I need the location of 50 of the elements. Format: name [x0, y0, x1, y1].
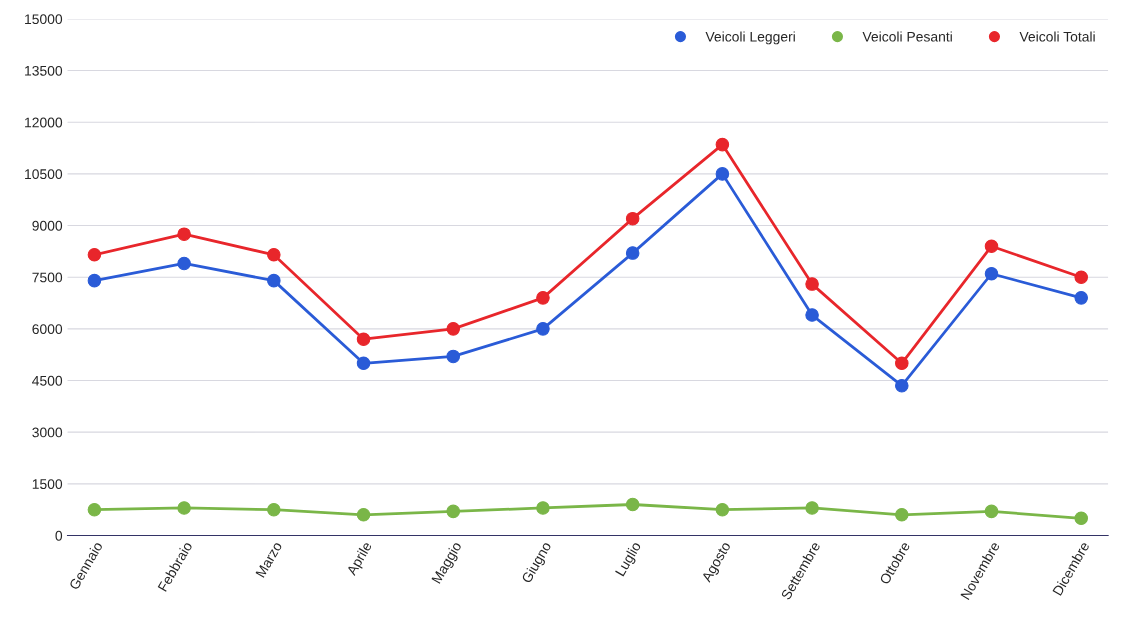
- point: [177, 227, 191, 241]
- point: [536, 322, 550, 336]
- y-tick-label: 0: [55, 530, 63, 541]
- point: [177, 501, 191, 515]
- point: [805, 501, 819, 515]
- point: [715, 137, 730, 152]
- point: [1074, 511, 1088, 526]
- point: [1074, 291, 1088, 305]
- y-tick-label: 15000: [25, 14, 63, 25]
- point: [446, 322, 461, 336]
- point: [625, 211, 640, 226]
- y-tick-label: 12000: [25, 117, 63, 128]
- y-tick-label: 4500: [32, 375, 63, 386]
- point: [1074, 270, 1088, 284]
- point: [536, 501, 550, 515]
- point: [715, 502, 730, 517]
- y-tick-label: 10500: [25, 169, 63, 180]
- point: [446, 504, 461, 519]
- y-tick-label: 13500: [25, 65, 63, 76]
- point: [984, 266, 999, 281]
- y-tick-label: 1500: [32, 479, 63, 490]
- point: [536, 291, 550, 305]
- y-tick-label: 7500: [32, 272, 63, 283]
- y-tick-label: 3000: [32, 427, 63, 438]
- point: [267, 273, 281, 288]
- point: [177, 256, 191, 271]
- point: [984, 504, 999, 519]
- point: [715, 167, 730, 181]
- point: [446, 349, 461, 364]
- point: [267, 502, 281, 517]
- point: [356, 332, 371, 346]
- point: [895, 378, 909, 393]
- point: [625, 497, 640, 512]
- point: [356, 508, 371, 522]
- legend-label: Veicoli Totali: [1019, 31, 1095, 42]
- legend-label: Veicoli Pesanti: [862, 31, 952, 42]
- point: [895, 508, 909, 522]
- y-tick-label: 9000: [32, 220, 63, 231]
- point: [625, 246, 640, 260]
- point: [87, 502, 102, 517]
- point: [87, 248, 102, 262]
- point: [356, 356, 371, 371]
- point: [87, 273, 102, 288]
- point: [267, 248, 281, 262]
- point: [984, 239, 999, 253]
- point: [805, 308, 819, 322]
- y-tick-label: 6000: [32, 324, 63, 335]
- point: [805, 277, 819, 291]
- point: [895, 356, 909, 371]
- legend-label: Veicoli Leggeri: [705, 31, 795, 45]
